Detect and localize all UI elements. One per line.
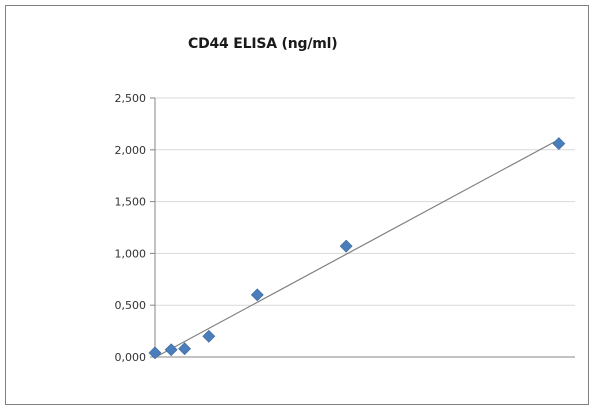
trendline [154,138,560,359]
y-tick-label: 2,500 [115,92,147,105]
y-tick-label: 0,500 [115,299,147,312]
trendline-group [154,138,560,359]
y-tick-labels: 0,000 0,500 1,000 1,500 2,000 2,500 [115,92,147,364]
data-point [552,137,566,151]
y-tick-label: 1,000 [115,247,147,260]
data-point [178,342,192,356]
data-point [164,343,178,357]
data-points [148,137,566,360]
y-tick-label: 1,500 [115,196,147,209]
axes [150,97,575,358]
y-tick-label: 2,000 [115,144,147,157]
chart-title: CD44 ELISA (ng/ml) [188,36,338,52]
chart-plot-area: 0,000 0,500 1,000 1,500 2,000 2,500 [115,92,575,364]
chart-frame [5,5,589,405]
gridlines [155,97,575,306]
data-point [339,239,353,253]
data-point [250,288,264,302]
data-point [148,346,162,360]
y-tick-label: 0,000 [115,351,147,364]
data-point [202,329,216,343]
